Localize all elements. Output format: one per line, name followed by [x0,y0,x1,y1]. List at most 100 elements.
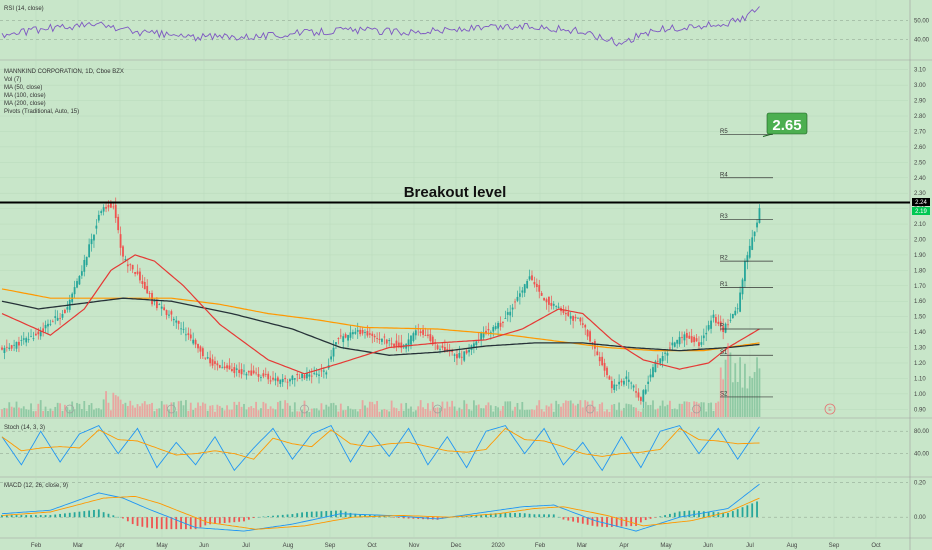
candle-body [194,339,197,345]
volume-bar [596,411,599,417]
candle-body [139,271,141,281]
candle-body [51,321,54,323]
x-tick-label: Mar [577,543,587,549]
volume-bar [1,409,3,417]
volume-bar [623,407,625,417]
macd-hist-bar [296,513,299,518]
volume-bar [393,407,395,417]
moving-averages [1,254,760,375]
candle-body [439,348,441,350]
volume-bar [460,409,463,417]
candle-body [712,314,715,318]
volume-bar [388,411,391,417]
candle-body [32,338,35,340]
macd-hist-bar [751,503,754,518]
macd-hist-bar [247,517,250,520]
macd-hist-bar [88,510,91,518]
candle-body [361,330,364,334]
volume-bar [574,405,577,417]
volume-bar [95,408,98,417]
macd-hist-bar [625,517,628,527]
price-tick-label: 2.90 [914,99,926,105]
volume-bar [473,400,475,417]
candle-body [502,321,504,323]
macd-hist-bar [712,511,715,518]
macd-hist-bar [44,515,47,518]
candle-body [623,380,625,385]
candle-body [272,377,274,380]
volume-bar [80,409,83,417]
volume-bar [543,411,545,417]
macd-hist-bar [707,511,710,518]
macd-hist-bar [267,516,270,518]
candle-body [247,371,250,373]
volume-bar [676,409,679,417]
macd-hist-bar [15,515,18,518]
candle-body [308,374,311,377]
candle-body [475,341,478,345]
macd-hist-bar [552,514,555,518]
macd-hist-bar [741,507,744,518]
price-tick-label: 2.40 [914,176,926,182]
candle-body [30,336,32,338]
volume-bar [8,402,11,417]
volume-bar [482,408,485,417]
volume-bar [327,406,330,417]
volume-bar [652,400,654,417]
volume-bar [477,404,480,417]
candle-body [499,322,502,327]
candle-body [136,271,139,274]
volume-bar [395,408,398,417]
candle-body [378,338,381,340]
macd-hist-bar [49,515,52,518]
volume-bar [637,410,640,417]
candle-body [284,378,287,380]
candle-body [354,331,357,334]
macd-hist-bar [243,517,245,522]
volume-bar [707,403,710,417]
candle-body [216,363,219,366]
macd-hist-bar [5,515,8,518]
volume-bar [715,402,717,417]
volume-bar [139,406,141,417]
macd-hist-bar [693,510,696,518]
macd-hist-bar [335,510,337,518]
macd-hist-bar [68,512,71,518]
candle-body [506,312,509,315]
volume-bar [252,408,255,417]
candle-body [279,379,282,384]
candle-body [85,256,88,266]
volume-bar [289,405,291,417]
volume-bar [642,408,645,417]
candle-body [390,343,393,345]
price-tick-label: 2.30 [914,191,926,197]
candle-body [528,276,531,280]
candle-body [197,344,199,349]
earnings-marker-icon[interactable] [824,403,836,415]
volume-bar [736,381,739,417]
macd-hist-bar [199,517,202,528]
volume-bar [468,409,470,417]
volume-bar [339,403,342,417]
volume-bar [335,405,337,417]
volume-bar [61,410,64,417]
macd-hist-bar [330,510,333,518]
candle-body [535,283,538,288]
candle-body [664,352,666,354]
candle-body [359,329,362,335]
volume-bar [56,402,59,417]
candle-body [1,347,3,350]
price-tick-label: 1.30 [914,346,926,352]
macd-hist-bar [252,517,255,519]
candle-body [557,306,560,308]
volume-bar [744,363,746,417]
volume-bar [451,400,454,417]
candle-body [700,342,703,345]
volume-bar [216,404,219,417]
pivot-label: S1 [720,350,728,356]
ma200-line [1,297,760,356]
candle-body [620,380,623,383]
volume-bar [27,409,30,417]
volume-bar [260,408,262,417]
macd-hist-bar [727,513,729,518]
